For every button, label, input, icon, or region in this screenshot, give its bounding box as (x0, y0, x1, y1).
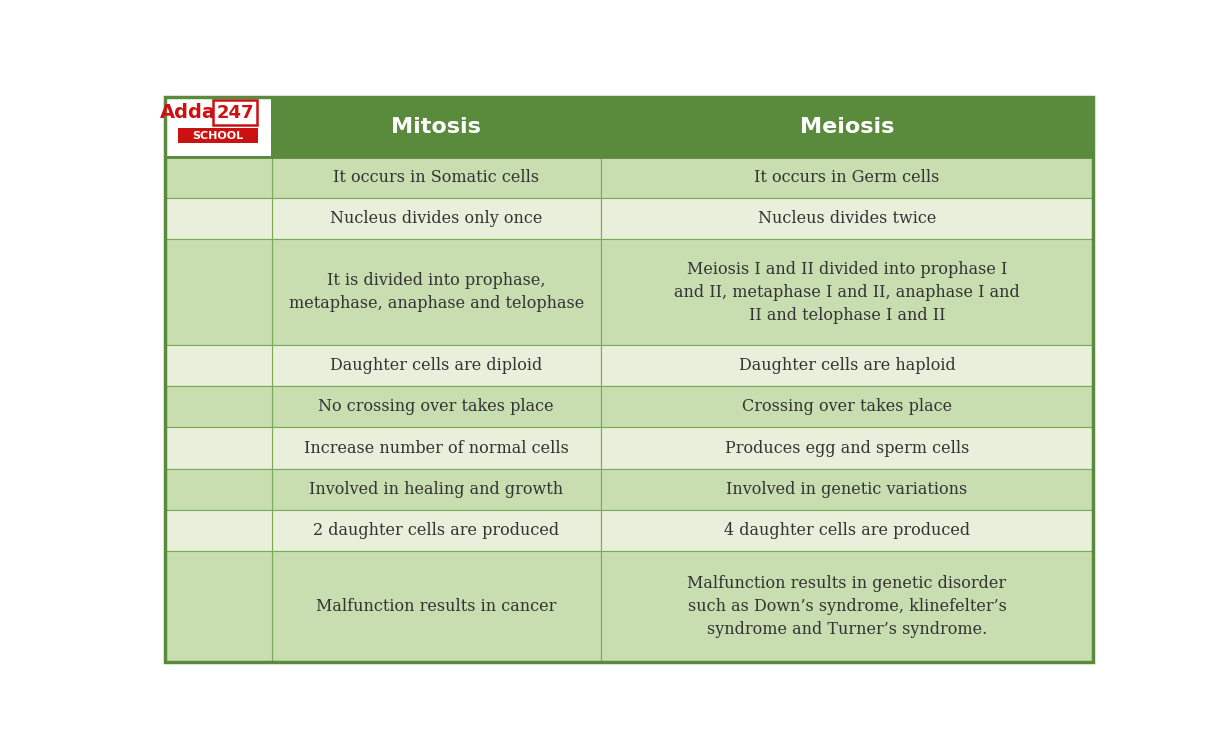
Text: Nucleus divides only once: Nucleus divides only once (330, 211, 542, 227)
Bar (601, 427, 1093, 468)
Bar (164, 510, 1093, 551)
Bar (164, 387, 1093, 427)
Bar (271, 551, 601, 663)
Bar (164, 199, 1093, 239)
Bar (271, 157, 601, 199)
Text: Daughter cells are diploid: Daughter cells are diploid (330, 357, 542, 374)
Text: No crossing over takes place: No crossing over takes place (319, 399, 555, 415)
Bar (601, 97, 1093, 157)
Text: It is divided into prophase,
metaphase, anaphase and telophase: It is divided into prophase, metaphase, … (288, 272, 584, 312)
Bar (164, 427, 1093, 468)
Text: It occurs in Somatic cells: It occurs in Somatic cells (334, 169, 540, 186)
Text: Malfunction results in cancer: Malfunction results in cancer (317, 598, 556, 615)
Text: Produces egg and sperm cells: Produces egg and sperm cells (725, 440, 969, 456)
Bar (164, 345, 271, 387)
Text: Malfunction results in genetic disorder
such as Down’s syndrome, klinefelter’s
s: Malfunction results in genetic disorder … (687, 575, 1006, 638)
Bar (164, 387, 271, 427)
Text: 2 daughter cells are produced: 2 daughter cells are produced (313, 522, 560, 539)
Bar (601, 157, 1093, 199)
Bar (601, 239, 1093, 345)
Bar (271, 468, 601, 510)
Text: Increase number of normal cells: Increase number of normal cells (304, 440, 568, 456)
Text: 4 daughter cells are produced: 4 daughter cells are produced (724, 522, 971, 539)
Text: Mitosis: Mitosis (391, 117, 481, 137)
Text: Involved in genetic variations: Involved in genetic variations (726, 481, 968, 498)
Text: Involved in healing and growth: Involved in healing and growth (309, 481, 563, 498)
Bar (164, 427, 271, 468)
Bar (271, 239, 601, 345)
Text: Crossing over takes place: Crossing over takes place (742, 399, 952, 415)
Bar (164, 551, 1093, 663)
Bar (271, 427, 601, 468)
Bar (164, 239, 1093, 345)
Bar (601, 345, 1093, 387)
Bar (164, 510, 271, 551)
Bar (164, 239, 271, 345)
Bar (601, 199, 1093, 239)
Bar (271, 387, 601, 427)
Bar (271, 510, 601, 551)
Bar (271, 345, 601, 387)
Text: Meiosis: Meiosis (800, 117, 894, 137)
Text: Adda: Adda (161, 103, 216, 123)
Bar (271, 199, 601, 239)
Bar (164, 97, 271, 157)
Bar (601, 551, 1093, 663)
Bar (164, 199, 271, 239)
Bar (164, 468, 271, 510)
Text: SCHOOL: SCHOOL (193, 131, 244, 141)
Bar (164, 157, 1093, 199)
Text: Nucleus divides twice: Nucleus divides twice (758, 211, 936, 227)
Text: It occurs in Germ cells: It occurs in Germ cells (755, 169, 940, 186)
Text: Meiosis I and II divided into prophase I
and II, metaphase I and II, anaphase I : Meiosis I and II divided into prophase I… (674, 261, 1020, 323)
Bar (164, 157, 271, 199)
Text: 247: 247 (216, 104, 254, 122)
Bar (601, 387, 1093, 427)
Text: Daughter cells are haploid: Daughter cells are haploid (739, 357, 956, 374)
Bar (164, 345, 1093, 387)
Bar (164, 468, 1093, 510)
Bar (601, 510, 1093, 551)
Bar (178, 129, 258, 144)
Bar (164, 551, 271, 663)
Bar (601, 468, 1093, 510)
Bar (271, 97, 601, 157)
